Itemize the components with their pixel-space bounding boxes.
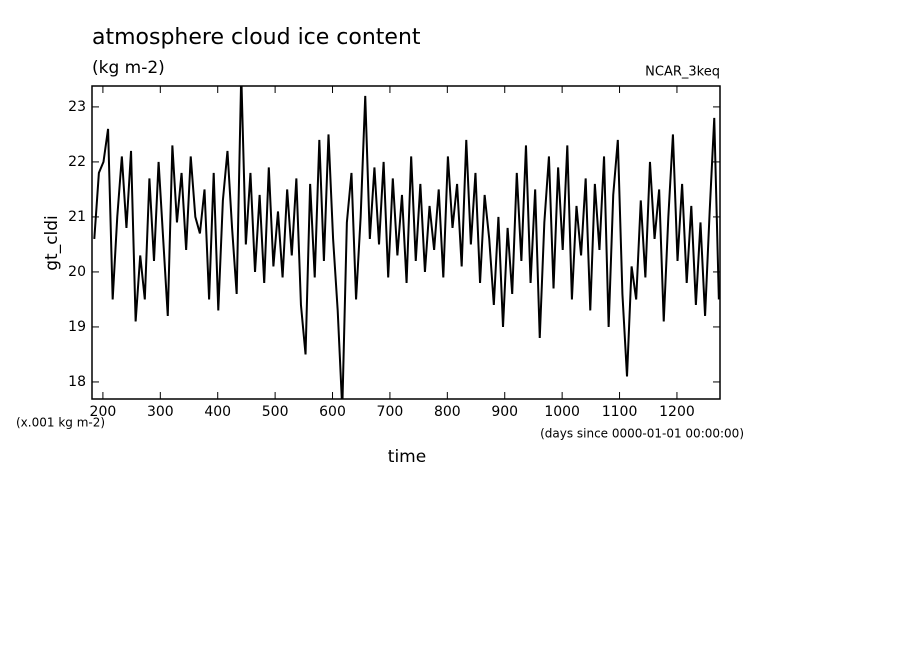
y-tick-label: 22 <box>68 154 86 170</box>
y-tick-label: 23 <box>68 99 86 115</box>
x-tick-label: 900 <box>491 404 518 420</box>
x-tick-label: 400 <box>204 404 231 420</box>
y-tick-label: 20 <box>68 264 86 280</box>
source-label: NCAR_3keq <box>645 65 720 80</box>
x-tick-label: 700 <box>377 404 404 420</box>
chart-subtitle: (kg m-2) <box>92 58 165 78</box>
x-axis-label: time <box>388 447 426 467</box>
x-tick-label: 1100 <box>602 404 638 420</box>
plot-frame <box>91 85 721 400</box>
y-axis-label: gt_cldi <box>42 215 62 271</box>
x-tick-label: 800 <box>434 404 461 420</box>
chart-title: atmosphere cloud ice content <box>92 25 421 50</box>
x-tick-label: 1200 <box>659 404 695 420</box>
data-line <box>93 86 720 399</box>
x-tick-label: 300 <box>147 404 174 420</box>
y-tick-label: 18 <box>68 374 86 390</box>
x-tick-label: 500 <box>262 404 289 420</box>
x-tick-label: 600 <box>319 404 346 420</box>
x-tick-label: 200 <box>90 404 117 420</box>
x-units: (days since 0000-01-01 00:00:00) <box>540 427 744 441</box>
y-units: (x.001 kg m-2) <box>16 416 105 430</box>
x-tick-label: 1000 <box>544 404 580 420</box>
y-tick-label: 21 <box>68 209 86 225</box>
y-tick-label: 19 <box>68 319 86 335</box>
